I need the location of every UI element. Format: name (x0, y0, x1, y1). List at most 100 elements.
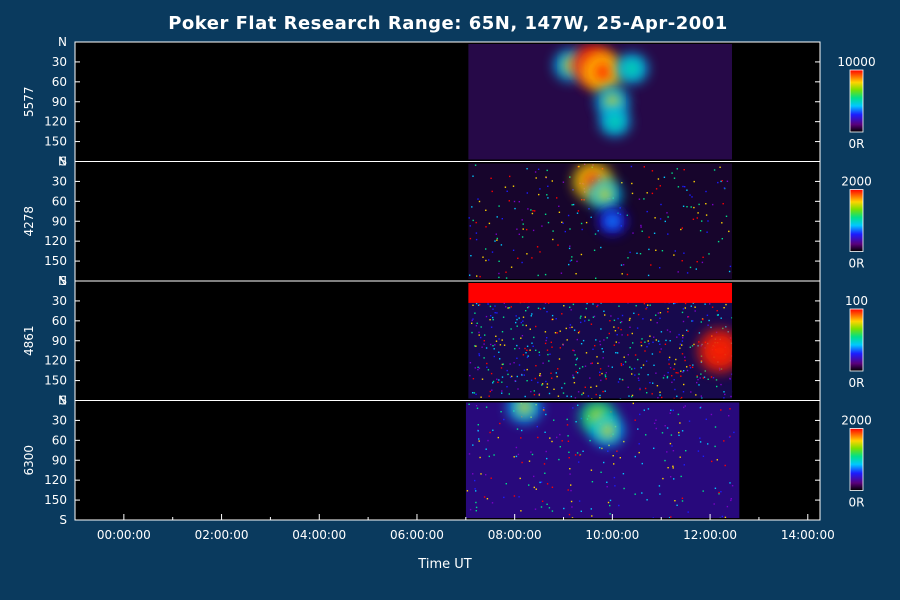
noise-pixel (579, 317, 582, 319)
noise-pixel (513, 362, 515, 364)
noise-pixel (488, 395, 490, 397)
noise-pixel (676, 504, 678, 506)
noise-pixel (647, 374, 649, 376)
noise-pixel (525, 310, 527, 312)
noise-pixel (690, 391, 692, 393)
noise-pixel (718, 493, 720, 495)
noise-pixel (530, 390, 532, 393)
noise-pixel (591, 362, 593, 364)
noise-pixel (708, 319, 710, 322)
noise-pixel (473, 392, 476, 394)
noise-pixel (533, 486, 535, 489)
noise-pixel (514, 207, 516, 210)
noise-pixel (570, 484, 572, 486)
panel-4861: N 30 60 90 120 150 S 4861 100 0R (22, 274, 868, 408)
noise-pixel (691, 345, 694, 347)
noise-pixel (723, 391, 725, 393)
noise-pixel (514, 348, 516, 350)
noise-pixel (563, 305, 565, 307)
noise-pixel (496, 378, 498, 380)
noise-pixel (491, 502, 494, 504)
noise-pixel (655, 314, 657, 316)
noise-pixel (673, 177, 676, 179)
noise-pixel (619, 398, 622, 399)
noise-pixel (724, 393, 726, 396)
noise-pixel (477, 366, 479, 368)
noise-pixel (655, 339, 657, 341)
noise-pixel (681, 227, 683, 229)
noise-pixel (478, 331, 480, 334)
noise-pixel (706, 314, 709, 316)
noise-pixel (515, 446, 518, 449)
noise-pixel (650, 264, 652, 266)
noise-pixel (660, 203, 662, 206)
noise-pixel (719, 166, 721, 168)
emission-core (517, 402, 532, 415)
noise-pixel (536, 425, 538, 428)
noise-pixel (709, 303, 711, 305)
noise-pixel (546, 383, 549, 385)
x-tick-label: 10:00:00 (585, 528, 639, 542)
noise-pixel (475, 490, 477, 492)
noise-pixel (571, 256, 573, 258)
noise-pixel (647, 304, 649, 306)
noise-pixel (636, 327, 639, 329)
noise-pixel (600, 379, 602, 382)
noise-pixel (479, 456, 481, 459)
noise-pixel (649, 382, 651, 384)
noise-pixel (584, 386, 586, 388)
noise-pixel (481, 346, 483, 348)
noise-pixel (701, 220, 703, 222)
colorbar-min-label: 0R (849, 137, 865, 151)
noise-pixel (478, 367, 481, 369)
noise-pixel (532, 229, 535, 232)
noise-pixel (544, 302, 547, 304)
noise-pixel (485, 209, 487, 211)
noise-pixel (621, 321, 623, 323)
noise-pixel (716, 310, 718, 312)
noise-pixel (558, 205, 560, 207)
noise-pixel (720, 180, 722, 183)
y-tick-label: 30 (52, 294, 67, 308)
noise-pixel (720, 491, 722, 493)
noise-pixel (680, 375, 682, 377)
emission-core (625, 61, 639, 76)
noise-pixel (556, 436, 558, 439)
noise-pixel (619, 378, 621, 380)
noise-pixel (634, 354, 637, 356)
noise-pixel (531, 257, 533, 259)
noise-pixel (708, 253, 710, 255)
noise-pixel (634, 455, 636, 458)
noise-pixel (545, 413, 547, 416)
noise-pixel (544, 342, 547, 345)
noise-pixel (682, 391, 685, 393)
noise-pixel (566, 418, 568, 421)
noise-pixel (557, 368, 559, 370)
panels-group: N 30 60 90 120 150 S 5577 10000 0R N 30 60 90 120 150 S 4… (22, 35, 876, 527)
noise-pixel (561, 221, 563, 223)
noise-pixel (498, 351, 500, 353)
noise-pixel (535, 177, 537, 179)
noise-pixel (621, 378, 624, 381)
noise-pixel (599, 368, 602, 370)
noise-pixel (693, 343, 695, 346)
noise-pixel (603, 339, 605, 341)
noise-pixel (668, 517, 671, 518)
noise-pixel (667, 311, 669, 313)
noise-pixel (714, 487, 717, 489)
noise-pixel (485, 315, 488, 318)
noise-pixel (555, 372, 557, 374)
noise-pixel (682, 308, 685, 310)
noise-pixel (655, 249, 657, 251)
y-tick-label: 30 (52, 55, 67, 69)
noise-pixel (511, 375, 513, 378)
noise-pixel (696, 381, 698, 384)
noise-pixel (631, 192, 634, 195)
noise-pixel (657, 340, 660, 342)
noise-pixel (514, 380, 516, 382)
saturated-band (468, 283, 733, 303)
noise-pixel (678, 431, 680, 434)
noise-pixel (723, 440, 725, 442)
y-tick-label: 30 (52, 174, 67, 188)
noise-pixel (593, 315, 596, 318)
